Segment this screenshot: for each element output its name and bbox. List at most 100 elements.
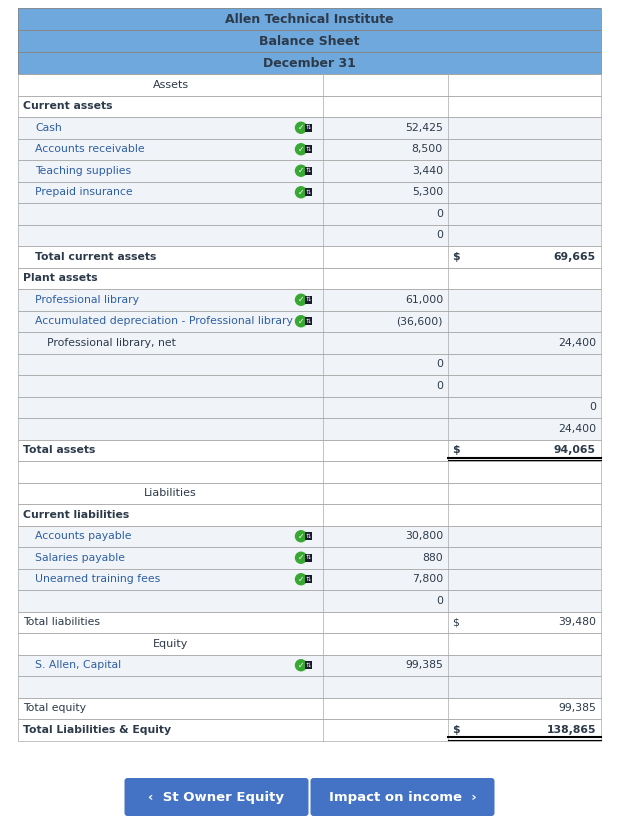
Circle shape bbox=[295, 165, 306, 176]
Bar bbox=[18, 52, 601, 74]
Circle shape bbox=[295, 531, 306, 542]
Text: 99,385: 99,385 bbox=[558, 703, 596, 713]
Bar bbox=[18, 354, 601, 375]
Bar bbox=[18, 181, 601, 203]
Text: ⇅: ⇅ bbox=[305, 125, 311, 130]
Bar bbox=[18, 590, 601, 611]
Text: Total equity: Total equity bbox=[23, 703, 86, 713]
Text: ✓: ✓ bbox=[298, 145, 304, 154]
Text: 138,865: 138,865 bbox=[547, 725, 596, 734]
Text: 61,000: 61,000 bbox=[405, 295, 443, 305]
Text: $: $ bbox=[452, 445, 460, 455]
Circle shape bbox=[295, 123, 306, 133]
Text: $: $ bbox=[452, 252, 460, 261]
Bar bbox=[18, 246, 601, 267]
Text: Total assets: Total assets bbox=[23, 445, 95, 455]
Circle shape bbox=[295, 660, 306, 671]
Bar bbox=[18, 354, 601, 375]
Text: Salaries payable: Salaries payable bbox=[35, 553, 125, 563]
Bar bbox=[18, 719, 601, 740]
Bar bbox=[18, 483, 601, 504]
Bar bbox=[305, 167, 311, 175]
Bar bbox=[305, 317, 311, 325]
Bar bbox=[18, 30, 601, 52]
Bar bbox=[18, 225, 601, 246]
Text: 0: 0 bbox=[436, 209, 443, 219]
Bar bbox=[18, 267, 601, 289]
Circle shape bbox=[295, 144, 306, 154]
Bar bbox=[18, 74, 601, 96]
Bar bbox=[18, 633, 601, 654]
Text: Liabilities: Liabilities bbox=[144, 489, 197, 498]
Bar bbox=[305, 123, 311, 132]
Text: 39,480: 39,480 bbox=[558, 618, 596, 627]
Text: Professional library, net: Professional library, net bbox=[47, 337, 176, 348]
Text: ⇅: ⇅ bbox=[305, 663, 311, 667]
Text: Current liabilities: Current liabilities bbox=[23, 510, 129, 520]
Text: Cash: Cash bbox=[35, 123, 62, 132]
Text: 7,800: 7,800 bbox=[412, 574, 443, 584]
Bar bbox=[18, 461, 601, 483]
Bar bbox=[305, 145, 311, 154]
Text: 0: 0 bbox=[436, 230, 443, 240]
Bar bbox=[18, 719, 601, 740]
Bar bbox=[18, 654, 601, 676]
Bar bbox=[18, 289, 601, 310]
Bar bbox=[305, 188, 311, 196]
Text: ✓: ✓ bbox=[298, 660, 304, 669]
Bar bbox=[305, 575, 311, 583]
Text: 99,385: 99,385 bbox=[405, 660, 443, 670]
Text: 52,425: 52,425 bbox=[405, 123, 443, 132]
Bar bbox=[18, 654, 601, 676]
Bar bbox=[18, 289, 601, 310]
Bar bbox=[18, 676, 601, 698]
Text: Total current assets: Total current assets bbox=[35, 252, 157, 261]
Text: ✓: ✓ bbox=[298, 295, 304, 304]
Text: Balance Sheet: Balance Sheet bbox=[259, 34, 360, 47]
Text: ✓: ✓ bbox=[298, 531, 304, 541]
Text: Professional library: Professional library bbox=[35, 295, 139, 305]
Text: S. Allen, Capital: S. Allen, Capital bbox=[35, 660, 121, 670]
Text: ‹  St Owner Equity: ‹ St Owner Equity bbox=[149, 791, 285, 803]
Bar bbox=[305, 532, 311, 540]
Bar bbox=[18, 698, 601, 719]
Text: Teaching supplies: Teaching supplies bbox=[35, 166, 131, 176]
Bar bbox=[18, 483, 601, 504]
Text: ✓: ✓ bbox=[298, 553, 304, 562]
Bar bbox=[18, 504, 601, 525]
Text: Unearned training fees: Unearned training fees bbox=[35, 574, 160, 584]
Text: Allen Technical Institute: Allen Technical Institute bbox=[225, 12, 394, 25]
Text: ⇅: ⇅ bbox=[305, 147, 311, 152]
Bar bbox=[18, 611, 601, 633]
Bar bbox=[18, 181, 601, 203]
Bar bbox=[18, 590, 601, 611]
Bar bbox=[18, 30, 601, 52]
Bar bbox=[18, 203, 601, 225]
Circle shape bbox=[295, 294, 306, 306]
Text: Plant assets: Plant assets bbox=[23, 273, 98, 283]
Bar bbox=[18, 74, 601, 96]
Bar bbox=[18, 375, 601, 396]
Bar bbox=[18, 611, 601, 633]
Bar bbox=[18, 676, 601, 698]
Text: Total liabilities: Total liabilities bbox=[23, 618, 100, 627]
Text: 30,800: 30,800 bbox=[405, 531, 443, 541]
Text: Assets: Assets bbox=[152, 80, 189, 90]
Text: 69,665: 69,665 bbox=[554, 252, 596, 261]
Text: Total Liabilities & Equity: Total Liabilities & Equity bbox=[23, 725, 171, 734]
Bar bbox=[18, 525, 601, 547]
Text: Prepaid insurance: Prepaid insurance bbox=[35, 187, 132, 197]
Circle shape bbox=[295, 574, 306, 585]
Text: ⇅: ⇅ bbox=[305, 319, 311, 324]
Text: 24,400: 24,400 bbox=[558, 337, 596, 348]
Bar bbox=[18, 117, 601, 139]
Circle shape bbox=[295, 187, 306, 198]
Text: 0: 0 bbox=[436, 596, 443, 605]
Bar bbox=[18, 418, 601, 440]
Text: $: $ bbox=[452, 618, 459, 627]
Text: ⇅: ⇅ bbox=[305, 534, 311, 538]
Text: ⇅: ⇅ bbox=[305, 168, 311, 173]
Circle shape bbox=[295, 552, 306, 563]
Bar bbox=[18, 117, 601, 139]
Bar bbox=[18, 332, 601, 354]
